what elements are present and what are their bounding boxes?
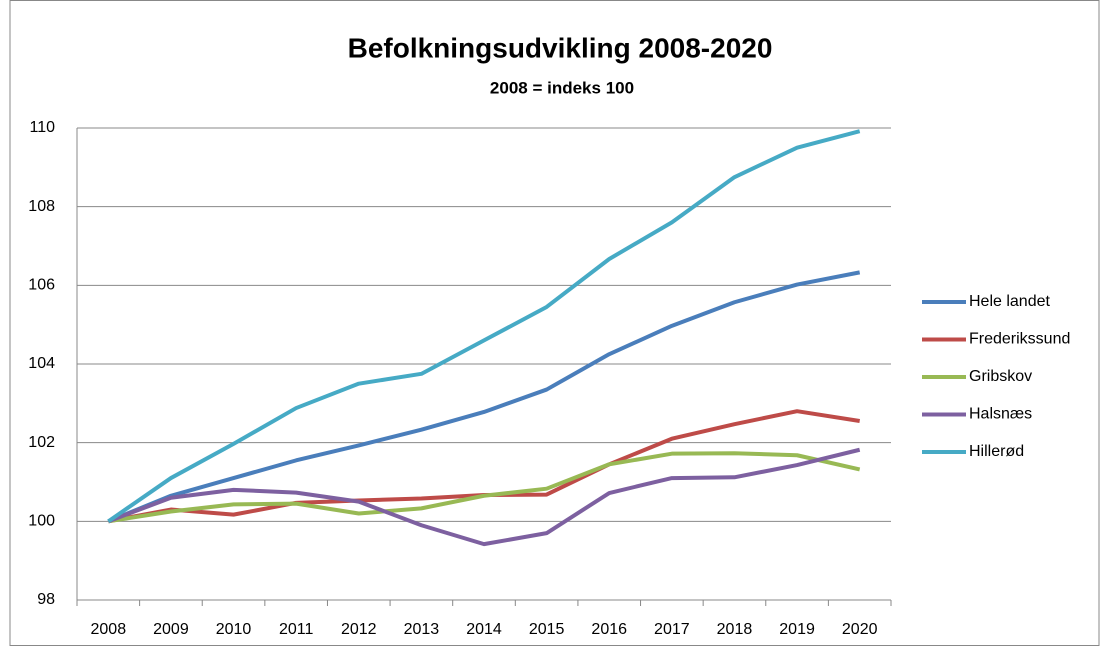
- x-tick-label: 2017: [654, 621, 690, 638]
- legend-label: Hillerød: [969, 443, 1024, 460]
- x-tick-label: 2013: [404, 621, 440, 638]
- x-tick-label: 2020: [842, 621, 878, 638]
- x-tick-label: 2012: [341, 621, 377, 638]
- line-series: [107, 129, 861, 523]
- x-tick-label: 2015: [529, 621, 565, 638]
- chart-subtitle: 2008 = indeks 100: [490, 78, 634, 97]
- x-tick-label: 2008: [91, 621, 127, 638]
- line-series: [107, 451, 861, 524]
- y-tick-label: 106: [28, 277, 55, 294]
- x-tick-label: 2014: [466, 621, 502, 638]
- x-tick-label: 2019: [779, 621, 815, 638]
- y-tick-label: 98: [37, 591, 55, 608]
- y-tick-label: 104: [28, 355, 55, 372]
- x-tick-label: 2009: [153, 621, 189, 638]
- x-tick-label: 2016: [591, 621, 627, 638]
- chart-title: Befolkningsudvikling 2008-2020: [348, 32, 773, 63]
- y-tick-label: 108: [28, 198, 55, 215]
- y-tick-label: 100: [28, 513, 55, 530]
- legend-label: Hele landet: [969, 293, 1051, 310]
- x-tick-label: 2018: [717, 621, 753, 638]
- y-tick-label: 102: [28, 434, 55, 451]
- legend-label: Halsnæs: [969, 406, 1032, 423]
- y-tick-label: 110: [29, 119, 55, 136]
- legend-label: Gribskov: [969, 368, 1032, 385]
- x-tick-label: 2010: [216, 621, 252, 638]
- legend-label: Frederikssund: [969, 331, 1070, 348]
- line-series: [107, 270, 861, 524]
- x-tick-label: 2011: [279, 621, 314, 638]
- line-series: [107, 447, 861, 547]
